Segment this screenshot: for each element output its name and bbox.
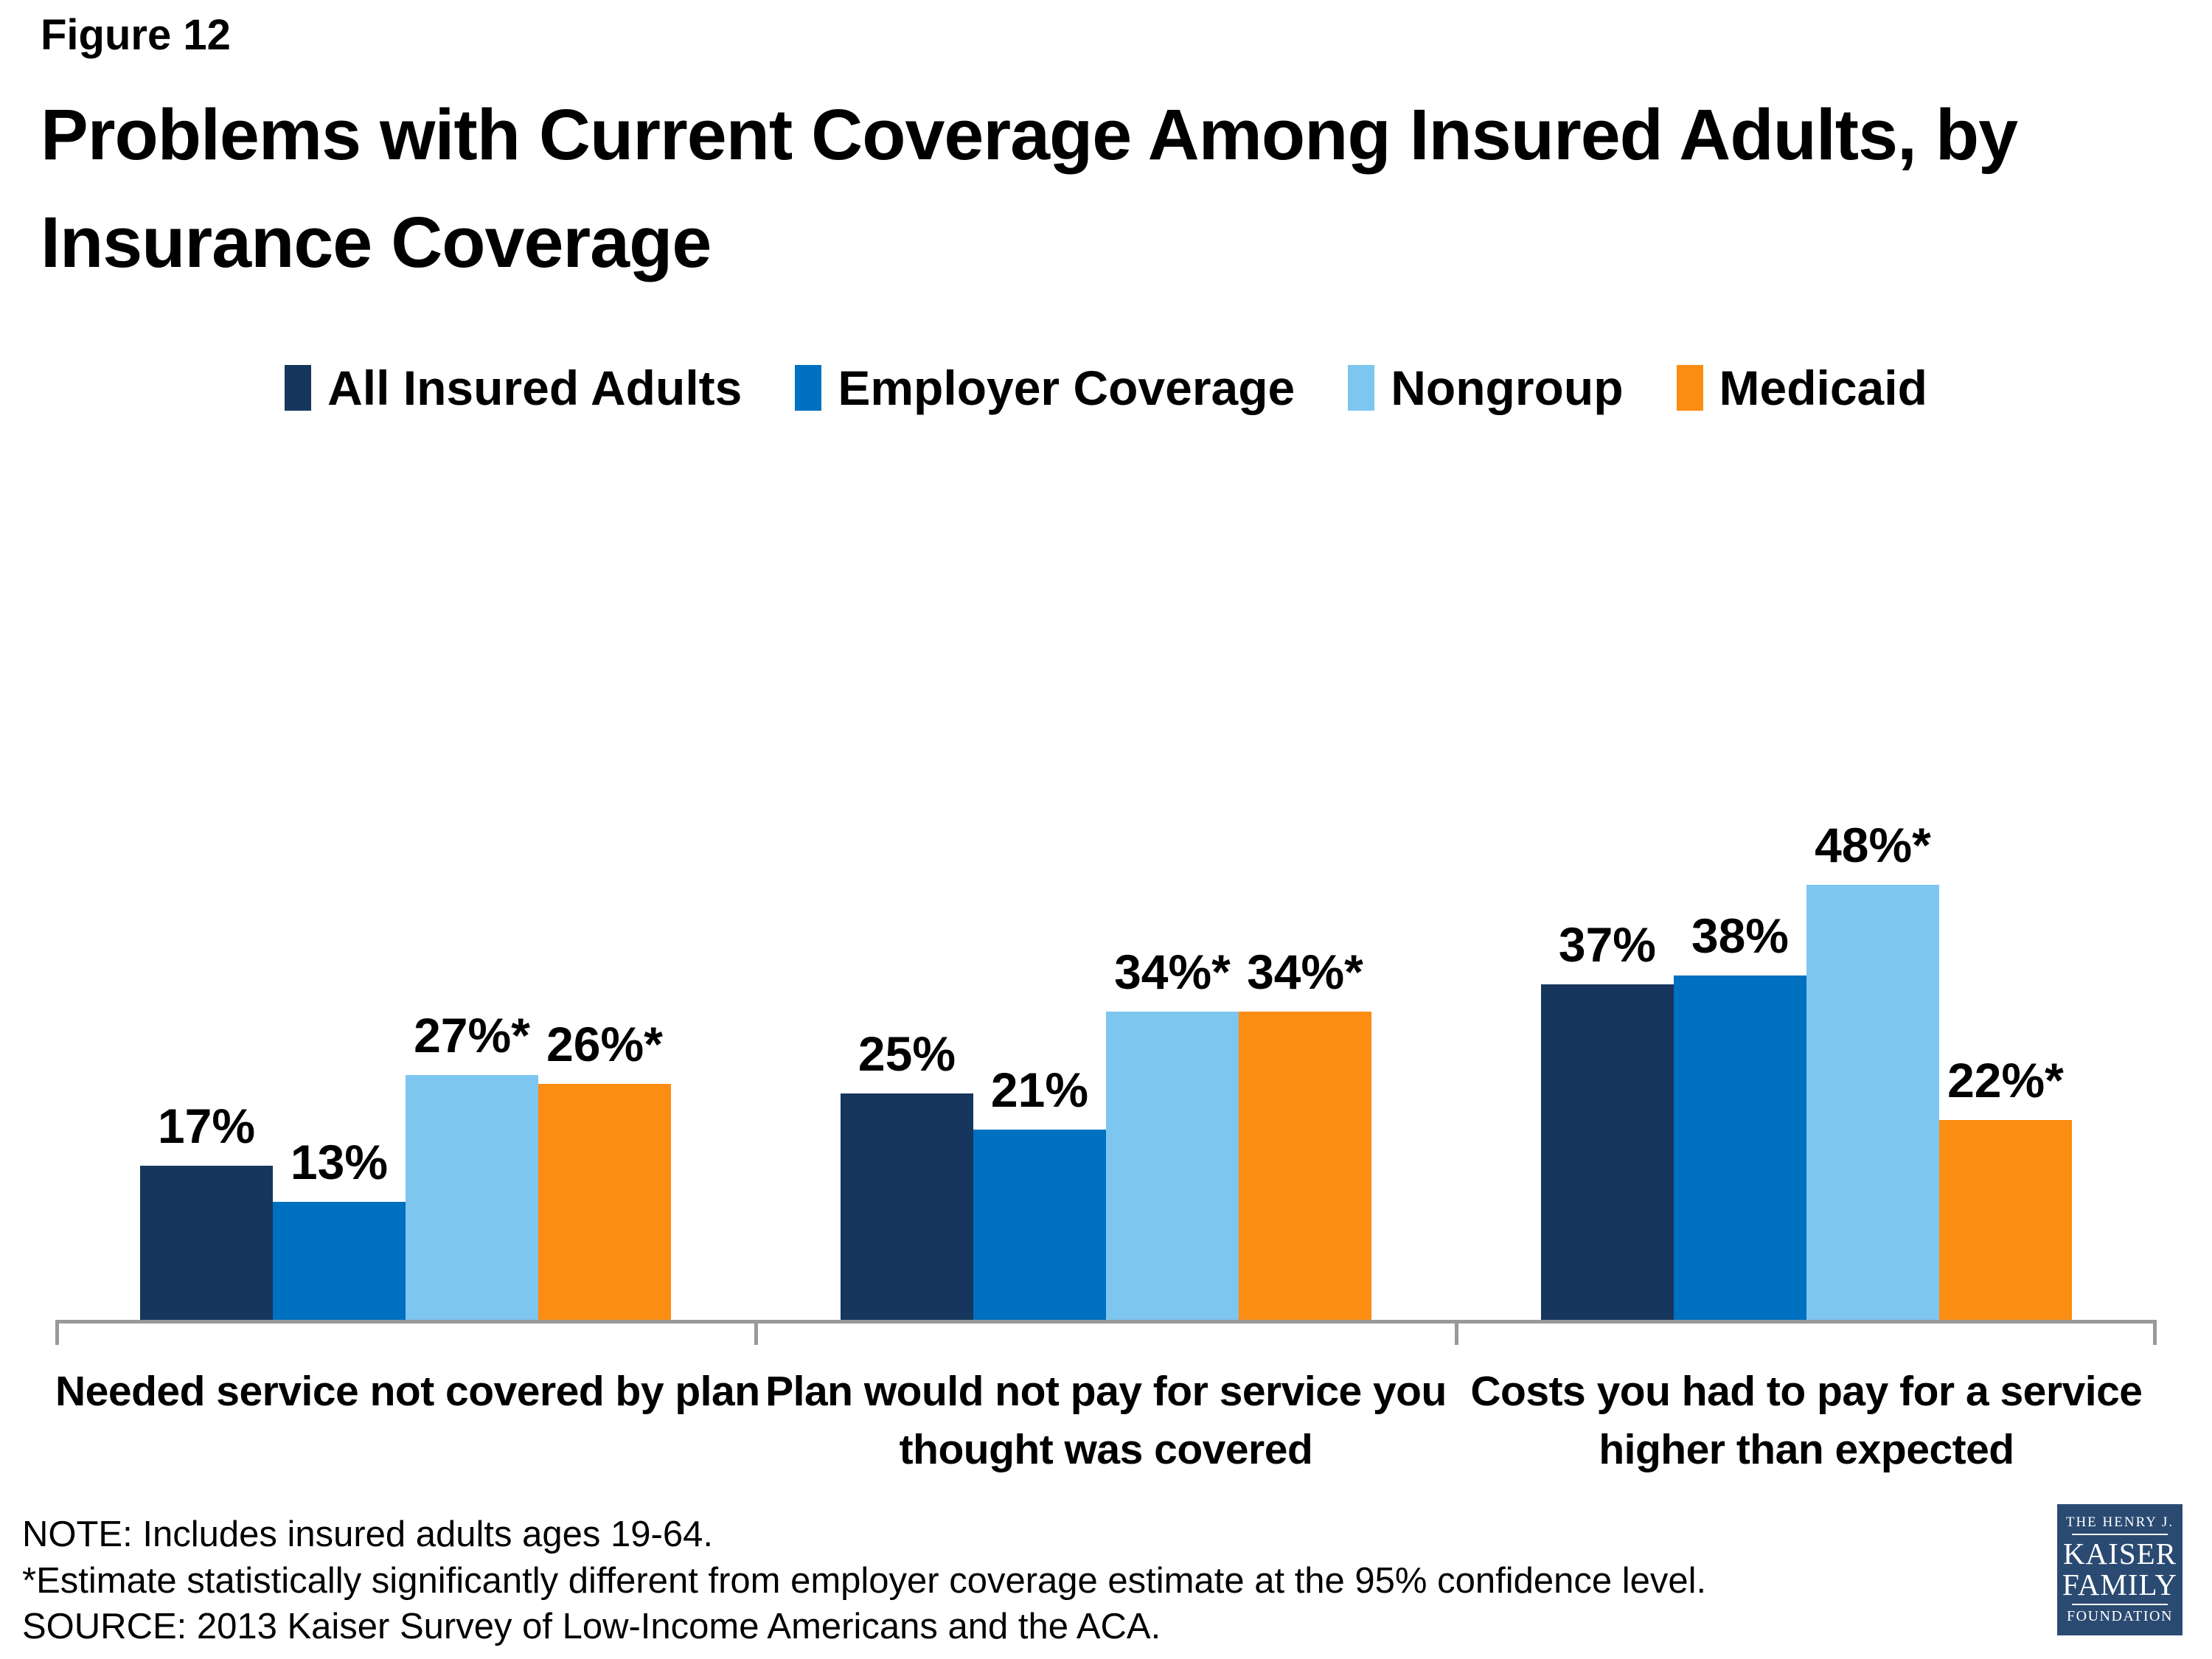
bar-slot: 34%* xyxy=(1238,774,1371,1320)
page-title-line-1: Problems with Current Coverage Among Ins… xyxy=(41,94,2018,175)
bar-medicaid: 26%* xyxy=(538,1017,671,1320)
page-title: Problems with Current Coverage Among Ins… xyxy=(41,81,2208,296)
bar-nongroup: 48%* xyxy=(1806,818,1939,1320)
category-labels: Needed service not covered by plan Plan w… xyxy=(55,1363,2157,1478)
bar-value-label: 17% xyxy=(157,1098,256,1153)
bar-slot: 27%* xyxy=(405,774,538,1320)
category-label-2: Costs you had to pay for a service higher… xyxy=(1456,1363,2157,1478)
footnotes: NOTE: Includes insured adults ages 19-64… xyxy=(22,1512,1706,1650)
bar-slot: 48%* xyxy=(1806,774,1939,1320)
bar-value-label: 48%* xyxy=(1815,817,1931,872)
category-label-line: Needed service not covered by plan xyxy=(55,1368,760,1415)
bar-value-label: 25% xyxy=(858,1026,956,1081)
bar-value-label: 37% xyxy=(1558,917,1657,972)
bar-employer-coverage: 21% xyxy=(973,1062,1106,1320)
bar-slot: 21% xyxy=(973,774,1106,1320)
bar-medicaid: 22%* xyxy=(1938,1053,2072,1320)
chart-legend: All Insured Adults Employer Coverage Nongr… xyxy=(0,360,2212,416)
category-label-0: Needed service not covered by plan xyxy=(55,1363,760,1478)
bar-employer-coverage: 38% xyxy=(1673,908,1806,1320)
category-group-0: 17% 13% 27%* 26%* xyxy=(55,774,756,1320)
note-line: NOTE: Includes insured adults ages 19-64… xyxy=(22,1514,713,1554)
legend-label: Employer Coverage xyxy=(838,361,1295,415)
logo-divider xyxy=(2072,1604,2168,1606)
figure-label: Figure 12 xyxy=(41,11,231,59)
category-label-line: Plan would not pay for service you xyxy=(765,1368,1447,1415)
bar-value-label: 38% xyxy=(1691,908,1790,963)
kaiser-family-foundation-logo: THE HENRY J. KAISER FAMILY FOUNDATION xyxy=(2057,1504,2183,1635)
legend-item-0: All Insured Adults xyxy=(285,360,742,416)
bar-value-label: 34%* xyxy=(1247,944,1363,999)
bar-slot: 13% xyxy=(272,774,406,1320)
x-axis-tick xyxy=(55,1320,59,1345)
logo-text-foundation: FOUNDATION xyxy=(2067,1608,2173,1625)
bar-slot: 37% xyxy=(1540,774,1674,1320)
legend-marker-icon xyxy=(1348,365,1375,411)
x-axis-line xyxy=(55,1320,2157,1324)
bar-value-label: 21% xyxy=(990,1062,1089,1117)
logo-text-kaiser: KAISER xyxy=(2062,1536,2177,1571)
category-group-1: 25% 21% 34%* 34%* xyxy=(756,774,1456,1320)
bar-all-insured-adults: 17% xyxy=(139,1099,273,1320)
category-label-line: higher than expected xyxy=(1599,1425,2014,1473)
bar-value-label: 22%* xyxy=(1947,1053,2064,1108)
bar-slot: 17% xyxy=(139,774,273,1320)
bar-value-label: 27%* xyxy=(414,1007,530,1062)
logo-divider xyxy=(2072,1533,2168,1535)
bar-all-insured-adults: 25% xyxy=(840,1026,973,1320)
legend-marker-icon xyxy=(795,365,822,411)
bar-value-label: 26%* xyxy=(546,1017,663,1072)
bar-slot: 22%* xyxy=(1938,774,2072,1320)
bar-value-label: 34%* xyxy=(1114,944,1231,999)
source-line: SOURCE: 2013 Kaiser Survey of Low-Income… xyxy=(22,1607,1161,1647)
category-label-line: Costs you had to pay for a service xyxy=(1470,1368,2143,1415)
plot-area: 17% 13% 27%* 26%* 25% 21% 34%* 34%* 37% 38% 48%* 22… xyxy=(55,774,2157,1320)
bar-medicaid: 34%* xyxy=(1238,945,1371,1320)
bar-all-insured-adults: 37% xyxy=(1540,917,1674,1320)
x-axis-tick xyxy=(754,1320,758,1345)
legend-item-2: Nongroup xyxy=(1348,360,1624,416)
legend-marker-icon xyxy=(285,365,312,411)
logo-text-family: FAMILY xyxy=(2062,1567,2178,1601)
page-title-line-2: Insurance Coverage xyxy=(41,201,712,282)
legend-label: All Insured Adults xyxy=(327,361,742,415)
category-label-line: thought was covered xyxy=(899,1425,1313,1473)
category-group-2: 37% 38% 48%* 22%* xyxy=(1456,774,2157,1320)
bar-nongroup: 27%* xyxy=(405,1008,538,1320)
bar-nongroup: 34%* xyxy=(1105,945,1239,1320)
x-axis-tick xyxy=(2153,1320,2157,1345)
asterisk-note-line: *Estimate statistically significantly di… xyxy=(22,1560,1707,1601)
bar-slot: 26%* xyxy=(538,774,671,1320)
logo-text-top: THE HENRY J. xyxy=(2065,1514,2174,1530)
x-axis-tick xyxy=(1455,1320,1458,1345)
legend-label: Nongroup xyxy=(1391,361,1624,415)
legend-item-1: Employer Coverage xyxy=(795,360,1295,416)
bar-employer-coverage: 13% xyxy=(272,1135,406,1320)
legend-label: Medicaid xyxy=(1719,361,1927,415)
category-label-1: Plan would not pay for service you though… xyxy=(756,1363,1456,1478)
bar-slot: 38% xyxy=(1673,774,1806,1320)
bar-slot: 25% xyxy=(840,774,973,1320)
bar-chart: 17% 13% 27%* 26%* 25% 21% 34%* 34%* 37% 38% 48%* 22… xyxy=(55,774,2157,1345)
legend-item-3: Medicaid xyxy=(1676,360,1927,416)
bar-value-label: 13% xyxy=(290,1135,389,1190)
bar-slot: 34%* xyxy=(1105,774,1239,1320)
legend-marker-icon xyxy=(1676,365,1703,411)
